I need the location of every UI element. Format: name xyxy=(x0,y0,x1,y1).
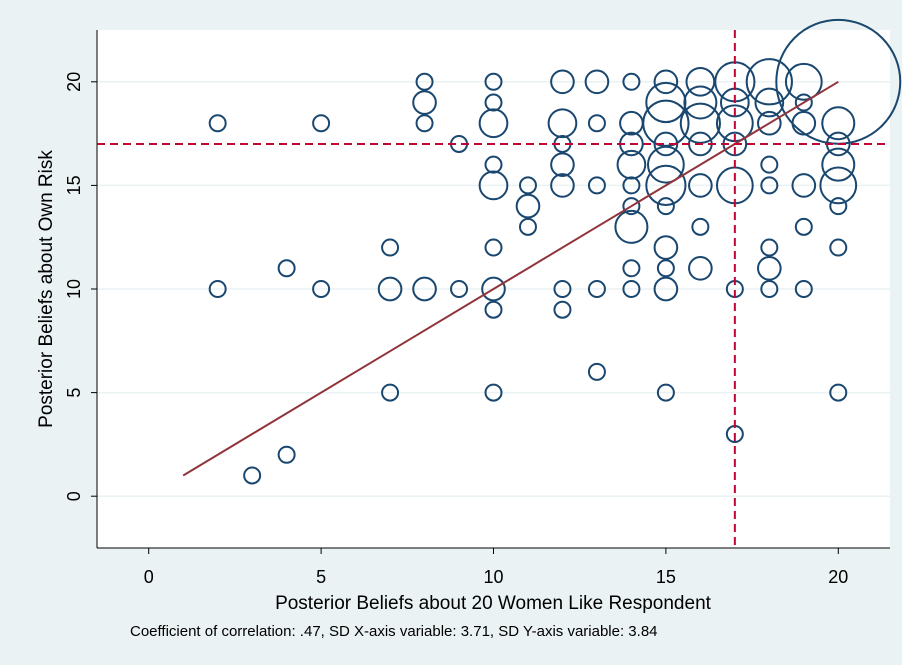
bubble xyxy=(478,108,509,139)
bubble xyxy=(760,280,779,298)
bubble xyxy=(377,276,403,302)
fit-line xyxy=(182,80,839,477)
bubble xyxy=(647,145,685,184)
bubble xyxy=(587,280,606,298)
bubble xyxy=(415,72,434,91)
bubble xyxy=(691,217,710,236)
bubble xyxy=(821,147,856,182)
bubble xyxy=(653,131,679,157)
bubble xyxy=(656,259,675,278)
bubble xyxy=(547,108,578,139)
bubble xyxy=(518,176,537,195)
bubble xyxy=(757,255,782,281)
bubble xyxy=(208,280,227,298)
bubble xyxy=(616,149,647,180)
bubble xyxy=(622,176,641,195)
bubble xyxy=(312,114,331,133)
x-tick-label: 20 xyxy=(828,567,848,587)
note: Coefficient of correlation: .47, SD X-ax… xyxy=(130,623,658,640)
bubble xyxy=(481,276,506,302)
bubble xyxy=(550,69,575,95)
x-axis-title: Posterior Beliefs about 20 Women Like Re… xyxy=(275,593,712,614)
bubble xyxy=(484,93,503,112)
bubble xyxy=(829,238,848,257)
bubble xyxy=(484,72,503,91)
bubble xyxy=(653,276,679,302)
bubble xyxy=(821,106,856,141)
bubble xyxy=(614,209,649,244)
bubble xyxy=(656,383,675,402)
bubble xyxy=(653,69,679,95)
bubble xyxy=(622,72,641,91)
x-tick-label: 5 xyxy=(316,567,326,587)
x-tick-label: 10 xyxy=(483,567,503,587)
bubble xyxy=(484,155,503,174)
bubble xyxy=(484,383,503,402)
bubble xyxy=(819,166,858,205)
x-tick-label: 15 xyxy=(656,567,676,587)
bubble xyxy=(412,90,437,115)
bubble xyxy=(587,362,606,381)
bubble xyxy=(683,85,718,120)
bubble xyxy=(415,114,434,133)
bubble xyxy=(688,255,713,281)
bubble xyxy=(553,300,572,319)
bubble xyxy=(784,62,823,101)
bubble xyxy=(484,238,503,257)
y-tick-label: 10 xyxy=(64,279,84,299)
bubble xyxy=(645,81,687,124)
bubble xyxy=(645,164,687,206)
bubble xyxy=(484,300,503,319)
bubble xyxy=(553,280,572,298)
bubble xyxy=(312,280,331,298)
bubble xyxy=(622,280,641,298)
bubble xyxy=(450,280,469,298)
bubble xyxy=(829,383,848,402)
bubble xyxy=(685,66,716,97)
bubble xyxy=(584,69,610,95)
bubble xyxy=(757,110,782,136)
bubble xyxy=(754,87,785,118)
x-tick-label: 0 xyxy=(144,567,154,587)
bubble xyxy=(829,197,848,216)
bubble xyxy=(478,170,509,201)
y-tick-label: 0 xyxy=(64,491,84,501)
bubble xyxy=(518,217,537,236)
bubble xyxy=(745,58,793,106)
bubble xyxy=(791,173,817,198)
bubble xyxy=(679,102,721,144)
bubble xyxy=(381,383,400,402)
bubble xyxy=(653,235,679,260)
bubble xyxy=(794,217,813,236)
bubble xyxy=(243,466,262,485)
bubble xyxy=(277,259,296,278)
bubble xyxy=(794,93,813,112)
bubble xyxy=(587,114,606,133)
bubble xyxy=(550,173,575,198)
bubble xyxy=(277,445,296,464)
bubble xyxy=(587,176,606,195)
bubble xyxy=(381,238,400,257)
bubble xyxy=(760,176,779,195)
bubble xyxy=(412,276,437,302)
y-tick-label: 5 xyxy=(64,388,84,398)
y-axis-title: Posterior Beliefs about Own Risk xyxy=(36,150,57,428)
bubble xyxy=(760,238,779,257)
bubble xyxy=(794,280,813,298)
bubble xyxy=(760,155,779,174)
y-tick-label: 15 xyxy=(64,175,84,195)
bubble xyxy=(515,193,541,219)
bubble xyxy=(622,197,641,216)
bubble xyxy=(656,197,675,216)
y-tick-label: 20 xyxy=(64,72,84,92)
bubble xyxy=(550,152,575,177)
bubble xyxy=(622,259,641,278)
bubble xyxy=(208,114,227,133)
bubble xyxy=(688,173,713,198)
